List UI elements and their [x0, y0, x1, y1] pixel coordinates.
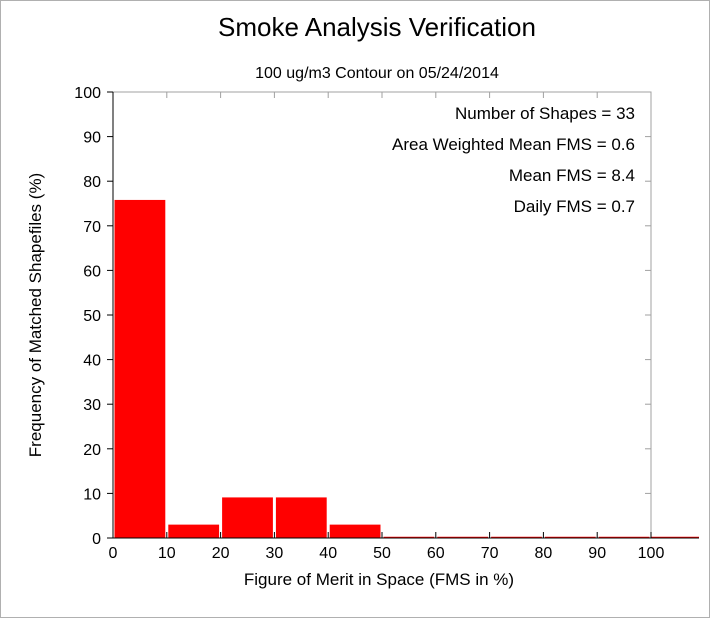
histogram-bar: [114, 199, 166, 538]
y-tick-label: 30: [83, 397, 101, 414]
x-tick-label: 10: [158, 545, 176, 562]
y-axis-ticks: 0 10 20 30 40 50 60 70 80 90 100: [74, 85, 651, 548]
y-tick-label: 70: [83, 219, 101, 236]
x-tick-label: 100: [638, 545, 665, 562]
y-tick-label: 100: [74, 85, 101, 102]
x-tick-label: 40: [319, 545, 337, 562]
y-tick-label: 40: [83, 353, 101, 370]
stat-annotation: Mean FMS = 8.4: [509, 166, 635, 185]
x-tick-label: 0: [109, 545, 118, 562]
x-tick-label: 90: [588, 545, 606, 562]
histogram-bar: [168, 524, 220, 538]
x-tick-label: 50: [373, 545, 391, 562]
y-tick-label: 50: [83, 308, 101, 325]
stat-annotation: Area Weighted Mean FMS = 0.6: [392, 135, 635, 154]
y-tick-label: 80: [83, 174, 101, 191]
x-tick-label: 20: [212, 545, 230, 562]
stat-annotation: Daily FMS = 0.7: [514, 197, 635, 216]
histogram-bar: [275, 497, 327, 538]
y-tick-label: 0: [92, 531, 101, 548]
y-tick-label: 20: [83, 442, 101, 459]
chart-subtitle: 100 ug/m3 Contour on 05/24/2014: [255, 65, 499, 82]
x-axis-label: Figure of Merit in Space (FMS in %): [244, 570, 514, 589]
annotation-group: Number of Shapes = 33 Area Weighted Mean …: [392, 104, 635, 216]
x-tick-label: 30: [266, 545, 284, 562]
stat-annotation: Number of Shapes = 33: [455, 104, 635, 123]
y-tick-label: 10: [83, 486, 101, 503]
y-tick-label: 90: [83, 130, 101, 147]
chart-title: Smoke Analysis Verification: [218, 12, 536, 42]
y-axis-label: Frequency of Matched Shapefiles (%): [26, 173, 45, 457]
x-tick-label: 60: [427, 545, 445, 562]
histogram-bar: [329, 524, 381, 538]
y-tick-label: 60: [83, 263, 101, 280]
x-axis-ticks: 0 10 20 30 40 50 60 70 80 90 100: [109, 92, 665, 562]
bar-group: [114, 199, 699, 539]
plot-area: [112, 91, 652, 539]
x-tick-label: 80: [535, 545, 553, 562]
x-tick-label: 70: [481, 545, 499, 562]
histogram-bar: [222, 497, 273, 538]
